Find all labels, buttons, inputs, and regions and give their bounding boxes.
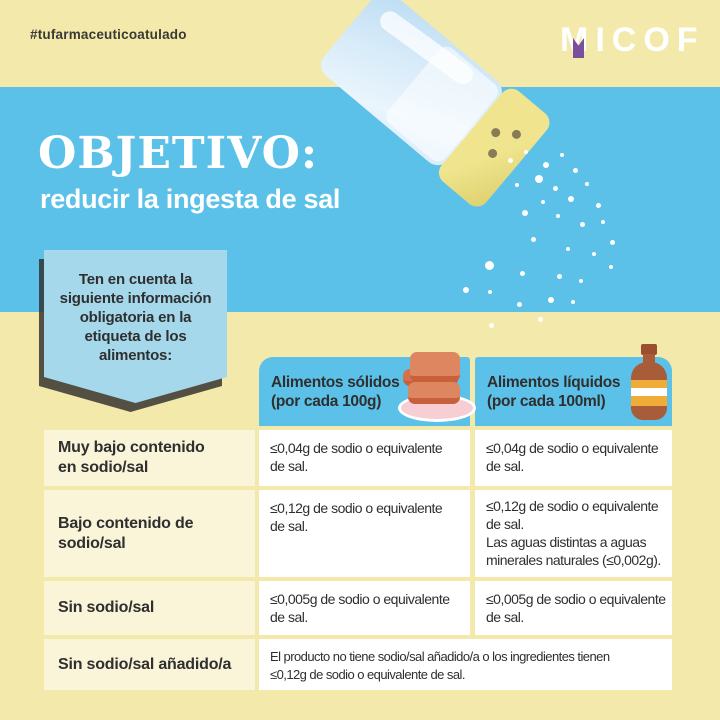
cell-liquid-sin-sodio: ≤0,005g de sodio o equivalente de sal. <box>475 581 672 635</box>
hashtag-label: #tufarmaceuticoatulado <box>30 27 187 42</box>
bread-slice <box>410 352 460 382</box>
row-label-sin-anadido: Sin sodio/sal añadido/a <box>44 639 255 690</box>
salt-grain <box>488 290 492 294</box>
cell-solid-bajo: ≤0,12g de sodio o equivalente de sal. <box>259 490 470 577</box>
salt-grain <box>543 162 549 168</box>
salt-grain <box>553 186 558 191</box>
salt-grain <box>592 252 596 256</box>
salt-grain <box>573 168 578 173</box>
bottle-cap <box>641 344 657 355</box>
callout-text: Ten en cuenta la siguiente información o… <box>59 271 212 364</box>
salt-grain <box>610 240 615 245</box>
bread-on-plate-icon <box>398 352 476 422</box>
row-label-bajo: Bajo contenido de sodio/sal <box>44 490 255 577</box>
salt-grain <box>517 302 522 307</box>
salt-grain <box>520 271 525 276</box>
salt-grain <box>557 274 562 279</box>
salt-grain <box>548 297 554 303</box>
column-header-label: Alimentos líquidos (por cada 100ml) <box>487 374 621 410</box>
salt-grain <box>541 200 545 204</box>
cell-liquid-bajo: ≤0,12g de sodio o equivalente de sal. La… <box>475 490 672 577</box>
cell-combined-sin-anadido: El producto no tiene sodio/sal añadido/a… <box>259 639 672 690</box>
salt-grain <box>566 247 570 251</box>
salt-grain <box>568 196 574 202</box>
salt-grain <box>596 203 601 208</box>
page-subtitle: reducir la ingesta de sal <box>40 184 341 214</box>
bottle-label-stripe <box>631 388 667 396</box>
column-header-label: Alimentos sólidos (por cada 100g) <box>271 374 400 410</box>
salt-grain <box>585 182 589 186</box>
salt-shaker-icon <box>312 0 555 212</box>
cell-liquid-muy-bajo: ≤0,04g de sodio o equivalente de sal. <box>475 430 672 486</box>
salt-grain <box>580 222 585 227</box>
salt-grain <box>522 210 528 216</box>
salt-grain <box>560 153 564 157</box>
salt-grain <box>609 265 613 269</box>
salt-grain <box>556 214 560 218</box>
salt-grain <box>489 323 494 328</box>
page-title: OBJETIVO: <box>38 128 319 179</box>
salt-grain <box>508 158 513 163</box>
salt-grain <box>538 317 543 322</box>
cell-solid-sin-sodio: ≤0,005g de sodio o equivalente de sal. <box>259 581 470 635</box>
shaker-hole-icon <box>489 126 503 139</box>
salt-grain <box>571 300 575 304</box>
cell-solid-muy-bajo: ≤0,04g de sodio o equivalente de sal. <box>259 430 470 486</box>
shaker-hole-icon <box>486 147 499 160</box>
salt-grain <box>485 261 494 270</box>
salt-grain <box>524 150 528 154</box>
sauce-bottle-icon <box>628 344 670 422</box>
row-label-sin-sodio: Sin sodio/sal <box>44 581 255 635</box>
salt-grain <box>601 220 605 224</box>
salt-grain <box>515 183 519 187</box>
micof-logo: MICOF <box>560 20 710 64</box>
bottle-body <box>631 362 667 420</box>
salt-grain <box>463 287 469 293</box>
bread-slice <box>408 382 460 404</box>
salt-grain <box>579 279 583 283</box>
salt-grain <box>531 237 536 242</box>
micof-pestle-icon <box>573 38 584 58</box>
shaker-hole-icon <box>510 128 523 141</box>
salt-grain <box>535 175 543 183</box>
callout-box: Ten en cuenta la siguiente información o… <box>44 250 227 403</box>
row-label-muy-bajo: Muy bajo contenido en sodio/sal <box>44 430 255 486</box>
